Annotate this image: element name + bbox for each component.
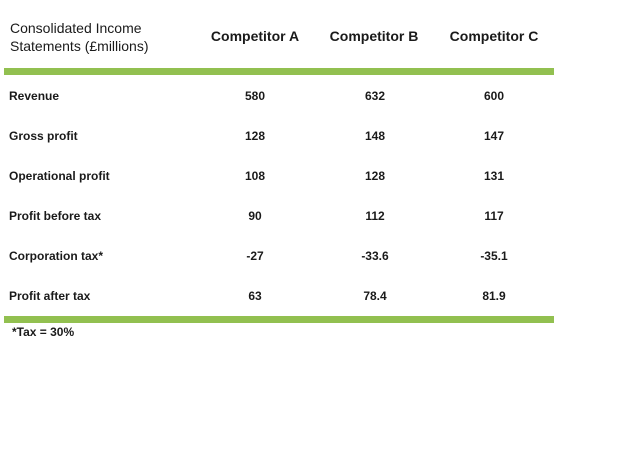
- tax-footnote: *Tax = 30%: [12, 325, 75, 339]
- cell-value: -33.6: [361, 249, 389, 263]
- table-row: Profit after tax 63 78.4 81.9: [0, 289, 618, 309]
- row-label-profit-before-tax: Profit before tax: [9, 209, 102, 223]
- cell-value: 580: [244, 89, 266, 103]
- table-row: Revenue 580 632 600: [0, 89, 618, 109]
- column-header-competitor-b: Competitor B: [329, 28, 419, 44]
- cell-value: 112: [365, 209, 385, 223]
- row-label-revenue: Revenue: [9, 89, 60, 103]
- cell-value: 131: [483, 169, 505, 183]
- table-row: Profit before tax 90 112 117: [0, 209, 618, 229]
- table-row: Gross profit 128 148 147: [0, 129, 618, 149]
- cell-value: 81.9: [482, 289, 506, 303]
- cell-value: -35.1: [480, 249, 508, 263]
- table-title-line-2: Statements (£millions): [10, 38, 149, 54]
- cell-value: 148: [364, 129, 386, 143]
- column-header-competitor-c: Competitor C: [449, 28, 539, 44]
- table-row: Corporation tax* -27 -33.6 -35.1: [0, 249, 618, 269]
- cell-value: 90: [248, 209, 262, 223]
- bottom-divider-bar: [4, 316, 554, 323]
- row-label-profit-after-tax: Profit after tax: [9, 289, 91, 303]
- row-label-operational-profit: Operational profit: [9, 169, 110, 183]
- row-label-gross-profit: Gross profit: [9, 129, 78, 143]
- cell-value: 632: [364, 89, 386, 103]
- table-row: Operational profit 108 128 131: [0, 169, 618, 189]
- cell-value: 78.4: [363, 289, 387, 303]
- cell-value: 600: [483, 89, 505, 103]
- cell-value: 108: [244, 169, 266, 183]
- column-header-competitor-a: Competitor A: [210, 28, 300, 44]
- table-title-line-1: Consolidated Income: [10, 20, 142, 36]
- cell-value: 147: [483, 129, 505, 143]
- cell-value: 63: [248, 289, 262, 303]
- cell-value: 128: [244, 129, 266, 143]
- cell-value: 128: [364, 169, 386, 183]
- top-divider-bar: [4, 68, 554, 75]
- row-label-corporation-tax: Corporation tax*: [9, 249, 104, 263]
- cell-value: -27: [246, 249, 264, 263]
- table-title: Consolidated Income Statements (£million…: [10, 19, 190, 55]
- cell-value: 117: [484, 209, 504, 223]
